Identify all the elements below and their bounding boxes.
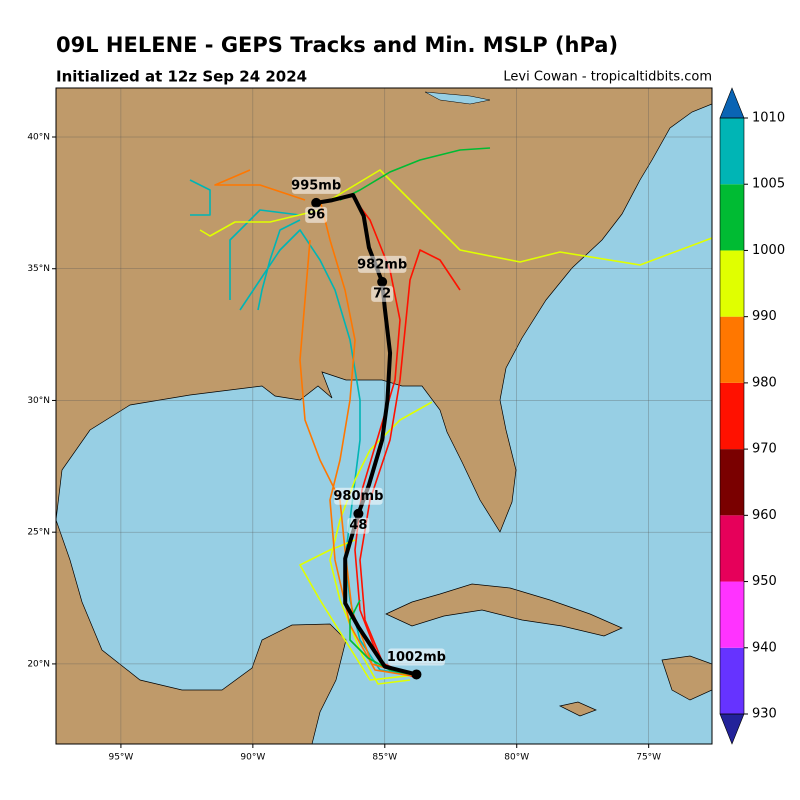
member-track bbox=[257, 219, 301, 311]
colorbar-segment bbox=[720, 118, 744, 185]
colorbar-tick-label: 950 bbox=[752, 574, 777, 589]
label-box bbox=[387, 648, 445, 666]
member-track bbox=[214, 169, 306, 201]
hour-label: 96 bbox=[307, 207, 325, 222]
pressure-label: 982mb bbox=[357, 257, 407, 272]
colorbar-tick-label: 930 bbox=[752, 707, 777, 722]
pressure-label: 995mb bbox=[291, 178, 341, 193]
mean-point bbox=[353, 508, 364, 519]
lon-tick-label: 85°W bbox=[372, 753, 397, 763]
lon-tick-label: 80°W bbox=[504, 753, 529, 763]
land-mexico bbox=[56, 519, 347, 744]
colorbar-segment bbox=[720, 250, 744, 317]
map-frame bbox=[55, 87, 713, 745]
land-cuba bbox=[385, 583, 623, 637]
colorbar-tick-label: 1010 bbox=[752, 111, 785, 126]
colorbar-tick-label: 1005 bbox=[752, 177, 785, 192]
member-track bbox=[329, 169, 712, 266]
lake bbox=[424, 91, 491, 105]
lon-tick-label: 75°W bbox=[636, 753, 661, 763]
colorbar-segment bbox=[720, 449, 744, 516]
colorbar-tick-label: 970 bbox=[752, 442, 777, 457]
credit: Levi Cowan - tropicaltidbits.com bbox=[503, 70, 712, 85]
colorbar-segment bbox=[720, 184, 744, 251]
colorbar-segment bbox=[720, 316, 744, 383]
label-box bbox=[371, 285, 394, 302]
colorbar-frame bbox=[719, 117, 745, 715]
member-track bbox=[199, 209, 321, 237]
land-jamaica bbox=[558, 701, 597, 717]
colorbar-tick-label: 990 bbox=[752, 309, 777, 324]
member-track bbox=[359, 249, 461, 675]
lon-tick-label: 95°W bbox=[108, 753, 133, 763]
lon-tick-label: 90°W bbox=[240, 753, 265, 763]
colorbar: 930 940 950 960 970 980 990 1000 1005 1010 bbox=[719, 87, 785, 745]
pressure-label: 1002mb bbox=[387, 650, 446, 665]
colorbar-tick-label: 1000 bbox=[752, 243, 785, 258]
hour-label: 72 bbox=[373, 286, 391, 301]
label-box bbox=[305, 206, 328, 223]
land-hispaniola bbox=[661, 655, 712, 701]
colorbar-tick-label: 940 bbox=[752, 640, 777, 655]
title: 09L HELENE - GEPS Tracks and Min. MSLP (… bbox=[56, 33, 618, 57]
map-area: 1002mb 980mb 48 982mb 72 995mb 96 bbox=[56, 88, 712, 744]
mean-track-layer: 1002mb 980mb 48 982mb 72 995mb 96 bbox=[291, 176, 446, 680]
label-box bbox=[357, 255, 407, 273]
pressure-label: 980mb bbox=[333, 489, 383, 504]
mean-point bbox=[411, 669, 422, 680]
colorbar-segment bbox=[720, 515, 744, 582]
colorbar-segment bbox=[720, 382, 744, 450]
mean-point bbox=[311, 197, 322, 208]
ensemble-members bbox=[189, 147, 712, 685]
member-track bbox=[229, 209, 301, 300]
colorbar-tick-label: 960 bbox=[752, 508, 777, 523]
lat-tick-label: 35°N bbox=[27, 264, 50, 274]
colorbar-segment bbox=[720, 581, 744, 648]
lat-tick-label: 20°N bbox=[27, 659, 50, 669]
label-box bbox=[291, 176, 341, 194]
lat-tick-label: 25°N bbox=[27, 528, 50, 538]
member-track bbox=[329, 401, 433, 685]
lat-tick-label: 30°N bbox=[27, 396, 50, 406]
member-track bbox=[189, 179, 211, 216]
mean-track bbox=[315, 192, 417, 677]
lat-tick-label: 40°N bbox=[27, 133, 50, 143]
label-box bbox=[347, 517, 370, 534]
member-track bbox=[339, 147, 491, 201]
label-box bbox=[334, 487, 383, 505]
colorbar-over bbox=[719, 87, 745, 119]
colorbar-segment bbox=[720, 647, 744, 714]
member-track bbox=[354, 199, 417, 679]
colorbar-under bbox=[719, 713, 745, 745]
member-track bbox=[299, 239, 415, 677]
colorbar-tick-label: 980 bbox=[752, 375, 777, 390]
subtitle: Initialized at 12z Sep 24 2024 bbox=[56, 68, 307, 86]
member-track bbox=[319, 199, 413, 677]
hour-label: 48 bbox=[349, 518, 367, 533]
member-track bbox=[299, 539, 416, 681]
mean-point bbox=[377, 276, 388, 287]
